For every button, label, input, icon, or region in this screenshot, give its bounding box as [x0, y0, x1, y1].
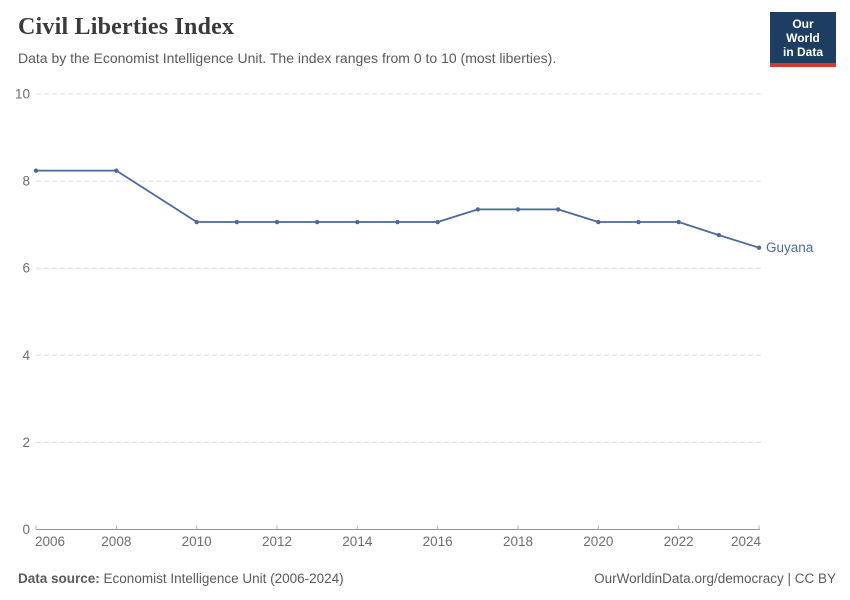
- y-axis-tick-label: 2: [22, 435, 30, 450]
- data-point[interactable]: [395, 219, 400, 225]
- data-point[interactable]: [636, 219, 641, 225]
- x-axis-tick-label: 2016: [423, 534, 453, 549]
- data-point[interactable]: [515, 207, 521, 212]
- data-source-note: Data source: Economist Intelligence Unit…: [18, 571, 344, 586]
- data-point[interactable]: [716, 232, 722, 238]
- series-line[interactable]: [35, 169, 760, 249]
- chart-footer: Data source: Economist Intelligence Unit…: [18, 571, 836, 586]
- data-point[interactable]: [314, 219, 320, 225]
- x-axis-tick-label: 2018: [503, 534, 533, 549]
- owid-logo[interactable]: Our World in Data: [770, 12, 836, 67]
- y-axis-tick-label: 10: [15, 87, 30, 102]
- x-axis-tick-label: 2022: [664, 534, 694, 549]
- owid-logo-line1: Our World: [786, 17, 820, 45]
- data-point[interactable]: [33, 168, 39, 173]
- data-point[interactable]: [194, 219, 199, 225]
- series-end-label: Guyana: [766, 240, 814, 255]
- x-axis-tick-label: 2008: [101, 534, 131, 549]
- x-axis-tick-label: 2012: [262, 534, 292, 549]
- data-point[interactable]: [274, 219, 280, 225]
- data-point[interactable]: [435, 219, 440, 225]
- x-axis-tick-label: 2010: [182, 534, 212, 549]
- x-axis-tick-label: 2020: [583, 534, 613, 549]
- owid-logo-line2: in Data: [782, 45, 823, 59]
- data-point[interactable]: [114, 168, 119, 173]
- data-point[interactable]: [555, 207, 561, 212]
- y-axis-tick-label: 0: [22, 522, 30, 537]
- license-link[interactable]: OurWorldinData.org/democracy | CC BY: [594, 571, 836, 586]
- y-axis-tick-label: 6: [22, 261, 30, 276]
- data-source-label: Data source:: [18, 571, 100, 586]
- data-point[interactable]: [355, 219, 360, 225]
- y-axis-tick-label: 4: [22, 348, 30, 363]
- data-source-text: Economist Intelligence Unit (2006-2024): [103, 571, 344, 586]
- x-axis-tick-label: 2024: [731, 534, 762, 549]
- x-axis-tick-label: 2014: [342, 534, 373, 549]
- x-axis-tick-label: 2006: [35, 534, 65, 549]
- y-axis-tick-label: 8: [22, 174, 30, 189]
- data-point[interactable]: [596, 219, 601, 225]
- data-point[interactable]: [756, 245, 762, 250]
- page-title: Civil Liberties Index: [18, 14, 235, 40]
- chart-header: Civil Liberties Index Data by the Econom…: [18, 14, 750, 66]
- data-point[interactable]: [676, 219, 681, 225]
- chart-subtitle: Data by the Economist Intelligence Unit.…: [18, 50, 557, 66]
- data-point[interactable]: [234, 219, 240, 225]
- data-point[interactable]: [475, 207, 481, 212]
